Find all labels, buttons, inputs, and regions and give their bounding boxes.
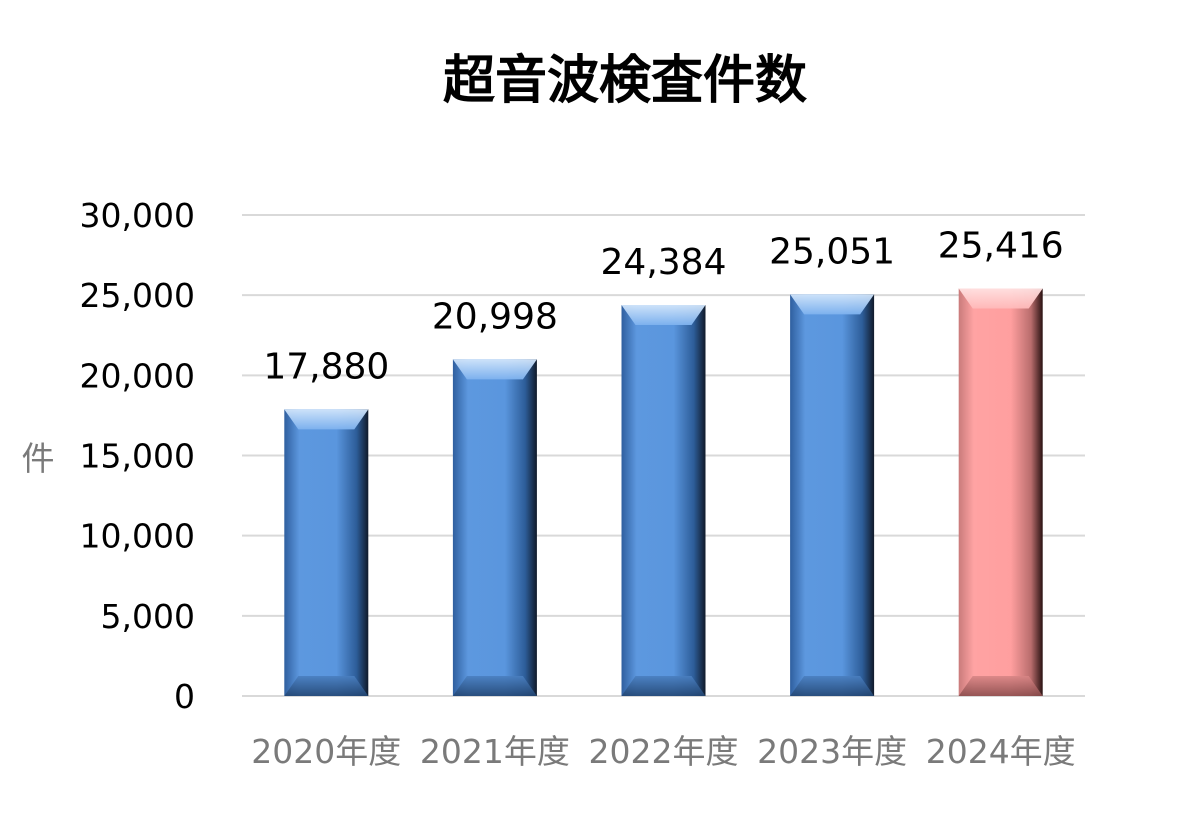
bar [452, 359, 537, 696]
bar-bottom-bevel [284, 676, 369, 696]
bar-top-bevel [452, 359, 537, 380]
bar-top-bevel [621, 305, 706, 326]
data-labels: 17,880 20,998 24,384 25,051 25,416 [263, 225, 1063, 387]
bar [790, 294, 875, 696]
data-label: 25,051 [769, 231, 895, 272]
data-label: 25,416 [938, 225, 1064, 266]
x-tick-label: 2022年度 [589, 732, 739, 771]
y-axis-ticks: 0 5,000 10,000 15,000 20,000 25,000 30,000 [80, 196, 195, 716]
x-tick-label: 2024年度 [926, 732, 1076, 771]
y-tick-label: 30,000 [80, 196, 195, 235]
bar [284, 409, 369, 696]
y-tick-label: 10,000 [80, 517, 195, 556]
x-tick-label: 2020年度 [251, 732, 401, 771]
x-tick-label: 2021年度 [420, 732, 570, 771]
data-label: 20,998 [432, 296, 558, 337]
chart-title: 超音波検査件数 [443, 51, 807, 111]
x-axis-ticks: 2020年度 2021年度 2022年度 2023年度 2024年度 [251, 732, 1075, 771]
y-axis-label: 件 [22, 439, 55, 478]
bar-bottom-bevel [958, 676, 1043, 696]
bar-bottom-bevel [790, 676, 875, 696]
y-tick-label: 0 [174, 677, 195, 716]
x-tick-label: 2023年度 [757, 732, 907, 771]
bar-bottom-bevel [452, 676, 537, 696]
bar [958, 288, 1043, 696]
bar [621, 305, 706, 696]
bar-bottom-bevel [621, 676, 706, 696]
bar-top-bevel [790, 294, 875, 315]
bar-top-bevel [284, 409, 369, 430]
data-label: 24,384 [601, 242, 727, 283]
y-tick-label: 25,000 [80, 276, 195, 315]
bar-top-bevel [958, 288, 1043, 309]
y-tick-label: 15,000 [80, 437, 195, 476]
y-tick-label: 20,000 [80, 356, 195, 395]
data-label: 17,880 [263, 346, 389, 387]
bars [284, 288, 1043, 696]
y-tick-label: 5,000 [101, 597, 195, 636]
